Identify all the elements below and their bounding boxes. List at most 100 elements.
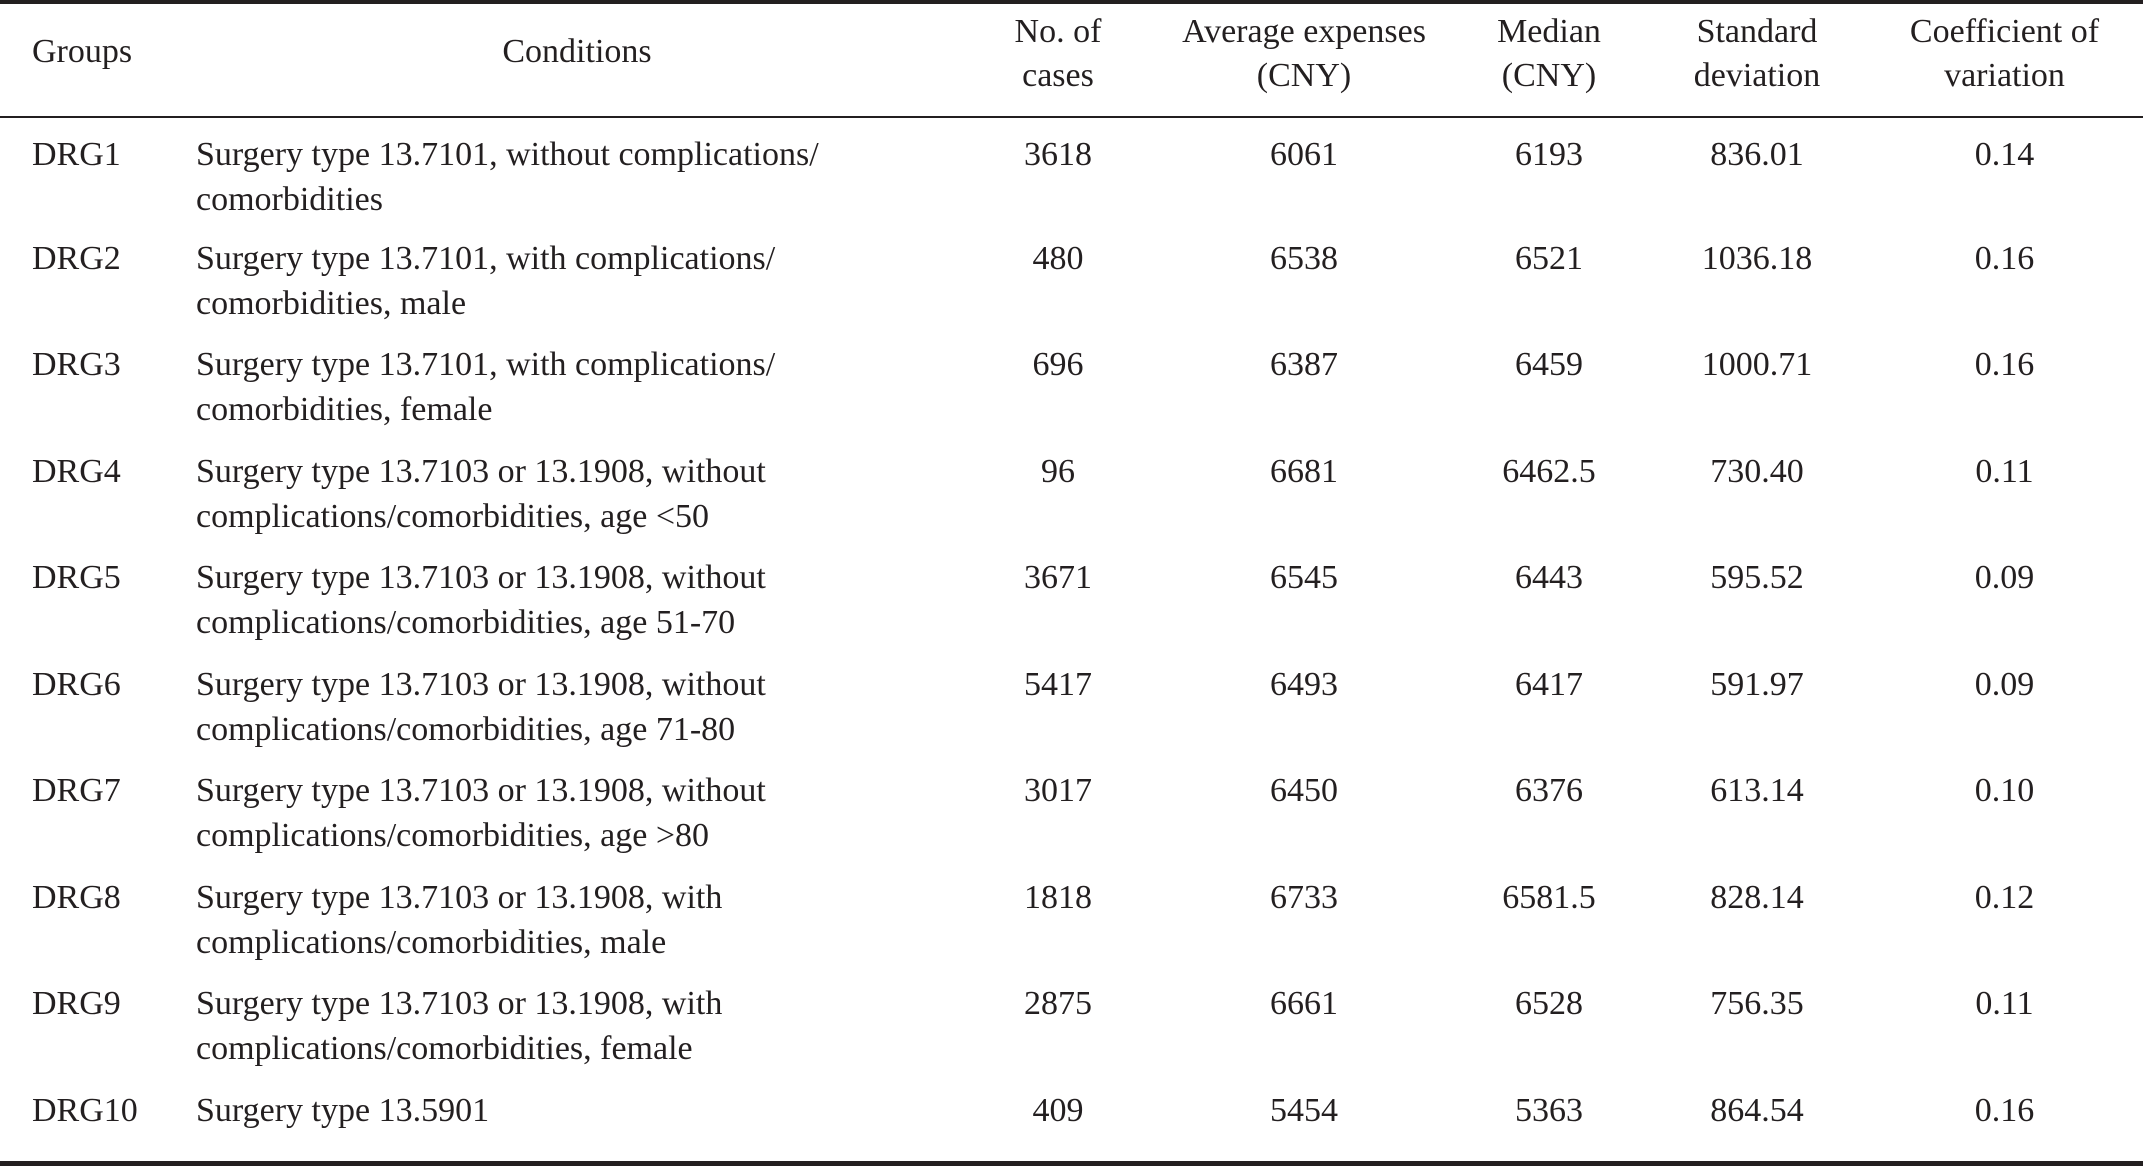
conditions-text: Surgery type 13.7101, with complications… <box>196 346 776 428</box>
cell-coefficient-of-variation: 0.09 <box>1974 665 2035 703</box>
table-row: DRG1 Surgery type 13.7101, without compli… <box>0 117 2143 224</box>
table-row: DRG2 Surgery type 13.7101, with complicat… <box>0 224 2143 331</box>
cell-coefficient-of-variation: 0.10 <box>1974 772 2035 809</box>
cell-cases: 696 <box>1032 346 1084 383</box>
cell-conditions: Surgery type 13.7103 or 13.1908, with co… <box>196 969 958 1076</box>
cell-conditions: Surgery type 13.7103 or 13.1908, without… <box>196 543 958 650</box>
cell-group: DRG6 <box>32 665 121 703</box>
cell-coefficient-of-variation: 0.16 <box>1866 1075 2143 1166</box>
cell-group: DRG5 <box>32 559 121 596</box>
cell-standard-deviation: 1036.18 <box>1701 239 1813 277</box>
cell-conditions: Surgery type 13.7101, without complicati… <box>196 117 958 224</box>
header-conditions: Conditions <box>196 4 958 118</box>
table-header-row: Groups Conditions No. of cases Average ex… <box>0 4 2143 118</box>
conditions-text: Surgery type 13.7103 or 13.1908, without… <box>196 559 766 641</box>
cell-coefficient-of-variation: 0.11 <box>1975 452 2034 490</box>
cell-median: 6376 <box>1515 772 1583 809</box>
cell-average-expenses: 6450 <box>1270 772 1338 809</box>
cell-average-expenses: 6661 <box>1270 985 1338 1022</box>
cell-cases: 3671 <box>1024 559 1092 596</box>
header-median: Median (CNY) <box>1450 4 1648 118</box>
cell-cases: 2875 <box>1024 985 1092 1022</box>
cell-group: DRG9 <box>32 985 121 1022</box>
table-row: DRG9 Surgery type 13.7103 or 13.1908, wit… <box>0 969 2143 1076</box>
conditions-text: Surgery type 13.7101, without complicati… <box>196 136 819 218</box>
cell-conditions: Surgery type 13.7101, with complications… <box>196 224 958 331</box>
cell-group: DRG3 <box>32 346 121 383</box>
cell-cases: 480 <box>1032 239 1084 277</box>
cell-standard-deviation: 864.54 <box>1648 1075 1866 1166</box>
table-body: DRG1 Surgery type 13.7101, without compli… <box>0 117 2143 1166</box>
table-row: DRG7 Surgery type 13.7103 or 13.1908, wit… <box>0 756 2143 863</box>
cell-standard-deviation: 836.01 <box>1710 136 1804 173</box>
cell-cases: 5417 <box>1024 665 1092 703</box>
conditions-text: Surgery type 13.7103 or 13.1908, with co… <box>196 985 723 1067</box>
cell-median: 5363 <box>1450 1075 1648 1166</box>
cell-standard-deviation: 756.35 <box>1710 985 1804 1022</box>
cell-median: 6417 <box>1515 665 1583 703</box>
cell-standard-deviation: 613.14 <box>1710 772 1804 809</box>
cell-average-expenses: 6387 <box>1270 346 1338 383</box>
cell-cases: 3017 <box>1024 772 1092 809</box>
cell-group: DRG7 <box>32 772 121 809</box>
cell-median: 6581.5 <box>1502 878 1596 916</box>
cell-median: 6528 <box>1515 985 1583 1022</box>
cell-coefficient-of-variation: 0.12 <box>1974 878 2035 916</box>
cell-conditions: Surgery type 13.7103 or 13.1908, without… <box>196 756 958 863</box>
cell-median: 6462.5 <box>1502 452 1596 490</box>
header-standard-deviation: Standard deviation <box>1648 4 1866 118</box>
header-average-expenses: Average expenses (CNY) <box>1158 4 1450 118</box>
cell-median: 6443 <box>1515 559 1583 596</box>
conditions-text: Surgery type 13.7101, with complications… <box>196 239 776 322</box>
cell-average-expenses: 6538 <box>1270 239 1338 277</box>
table-row: DRG10 Surgery type 13.5901 409 5454 5363 864.… <box>0 1075 2143 1166</box>
cell-conditions: Surgery type 13.7101, with complications… <box>196 330 958 437</box>
cell-group: DRG4 <box>32 452 121 490</box>
cell-average-expenses: 6545 <box>1270 559 1338 596</box>
cell-standard-deviation: 1000.71 <box>1701 346 1813 383</box>
cell-coefficient-of-variation: 0.09 <box>1974 559 2035 596</box>
table-row: DRG4 Surgery type 13.7103 or 13.1908, wit… <box>0 437 2143 544</box>
cell-standard-deviation: 730.40 <box>1710 452 1804 490</box>
cell-conditions: Surgery type 13.5901 <box>196 1075 958 1166</box>
table-row: DRG6 Surgery type 13.7103 or 13.1908, wit… <box>0 650 2143 757</box>
header-groups: Groups <box>0 4 196 118</box>
cell-average-expenses: 5454 <box>1158 1075 1450 1166</box>
cell-median: 6459 <box>1515 346 1583 383</box>
cell-group: DRG8 <box>32 878 121 916</box>
conditions-text: Surgery type 13.7103 or 13.1908, with co… <box>196 878 723 961</box>
table-row: DRG8 Surgery type 13.7103 or 13.1908, wit… <box>0 863 2143 970</box>
cell-average-expenses: 6681 <box>1270 452 1338 490</box>
conditions-text: Surgery type 13.7103 or 13.1908, without… <box>196 665 766 748</box>
cell-group: DRG1 <box>32 136 121 173</box>
cell-average-expenses: 6061 <box>1270 136 1338 173</box>
cell-conditions: Surgery type 13.7103 or 13.1908, without… <box>196 650 958 757</box>
cell-group: DRG2 <box>32 239 121 277</box>
cell-cases: 409 <box>958 1075 1158 1166</box>
cell-average-expenses: 6493 <box>1270 665 1338 703</box>
conditions-text: Surgery type 13.7103 or 13.1908, without… <box>196 772 766 854</box>
cell-coefficient-of-variation: 0.16 <box>1974 346 2035 383</box>
cell-coefficient-of-variation: 0.16 <box>1974 239 2035 277</box>
conditions-text: Surgery type 13.5901 <box>196 1091 490 1129</box>
table-row: DRG3 Surgery type 13.7101, with complicat… <box>0 330 2143 437</box>
cell-median: 6521 <box>1515 239 1583 277</box>
cell-conditions: Surgery type 13.7103 or 13.1908, without… <box>196 437 958 544</box>
cell-cases: 3618 <box>1024 136 1092 173</box>
cell-group: DRG10 <box>0 1075 196 1166</box>
header-cases: No. of cases <box>958 4 1158 118</box>
cell-conditions: Surgery type 13.7103 or 13.1908, with co… <box>196 863 958 970</box>
cell-median: 6193 <box>1515 136 1583 173</box>
header-coefficient-of-variation: Coefficient of variation <box>1866 4 2143 118</box>
table-row: DRG5 Surgery type 13.7103 or 13.1908, wit… <box>0 543 2143 650</box>
cell-standard-deviation: 828.14 <box>1710 878 1804 916</box>
cell-standard-deviation: 591.97 <box>1710 665 1804 703</box>
cell-standard-deviation: 595.52 <box>1710 559 1804 596</box>
conditions-text: Surgery type 13.7103 or 13.1908, without… <box>196 452 766 535</box>
cell-coefficient-of-variation: 0.11 <box>1975 985 2034 1022</box>
cell-average-expenses: 6733 <box>1270 878 1338 916</box>
cell-coefficient-of-variation: 0.14 <box>1974 136 2035 173</box>
cell-cases: 1818 <box>1024 878 1092 916</box>
